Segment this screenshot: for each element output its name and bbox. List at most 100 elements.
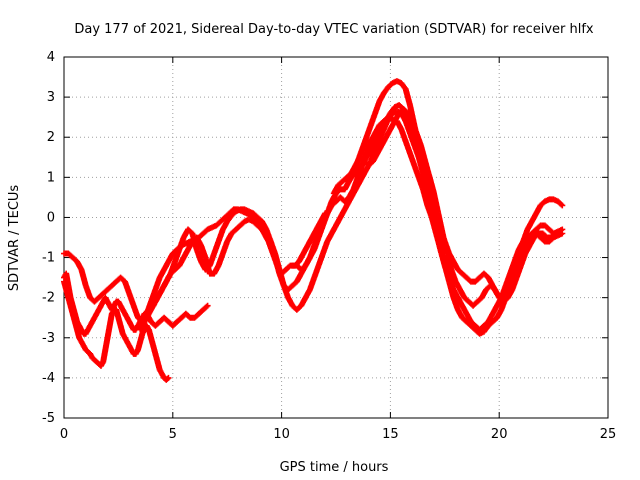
y-tick-label: -2 bbox=[42, 291, 55, 306]
interpolated-points bbox=[342, 195, 351, 204]
interpolated-points bbox=[336, 179, 345, 188]
interpolated-points bbox=[114, 275, 123, 284]
interpolated-points bbox=[124, 340, 132, 348]
series-arc-1 bbox=[61, 278, 172, 383]
interpolated-points bbox=[159, 372, 167, 380]
y-tick-label: 3 bbox=[47, 90, 55, 105]
interpolated-points bbox=[462, 295, 471, 304]
interpolated-points bbox=[393, 102, 401, 110]
interpolated-points bbox=[464, 319, 473, 328]
interpolated-points bbox=[192, 311, 201, 320]
interpolated-points bbox=[105, 283, 114, 292]
interpolated-points bbox=[471, 299, 480, 308]
interpolated-points bbox=[525, 231, 534, 240]
interpolated-points bbox=[210, 223, 218, 230]
interpolated-points bbox=[521, 235, 530, 244]
interpolated-points bbox=[164, 375, 171, 382]
series-arc-6 bbox=[289, 114, 566, 333]
interpolated-points bbox=[129, 348, 136, 356]
interpolated-points bbox=[170, 247, 180, 256]
interpolated-points bbox=[127, 320, 134, 328]
interpolated-points bbox=[362, 159, 371, 168]
interpolated-points bbox=[206, 225, 214, 232]
interpolated-points bbox=[146, 316, 154, 324]
interpolated-points bbox=[233, 223, 243, 232]
interpolated-points bbox=[290, 303, 299, 312]
interpolated-points bbox=[179, 311, 188, 320]
plot-frame bbox=[63, 56, 609, 419]
interpolated-points bbox=[122, 312, 130, 320]
y-tick-label: -1 bbox=[42, 251, 55, 266]
interpolated-points bbox=[103, 296, 110, 304]
interpolated-points bbox=[460, 271, 469, 280]
interpolated-points bbox=[366, 159, 375, 168]
interpolated-points bbox=[166, 319, 175, 328]
interpolated-points bbox=[87, 352, 95, 360]
interpolated-points bbox=[79, 340, 86, 348]
interpolated-points bbox=[129, 324, 136, 332]
x-tick-label: 20 bbox=[491, 427, 508, 442]
y-tick-label: -5 bbox=[42, 411, 55, 426]
interpolated-points bbox=[549, 231, 558, 240]
interpolated-points bbox=[353, 167, 362, 176]
interpolated-points bbox=[251, 211, 260, 220]
interpolated-points bbox=[79, 328, 86, 336]
interpolated-points bbox=[109, 279, 119, 288]
interpolated-points bbox=[124, 316, 132, 324]
interpolated-points bbox=[486, 319, 495, 328]
interpolated-points bbox=[538, 235, 547, 244]
interpolated-points bbox=[92, 312, 99, 320]
x-tick-label: 15 bbox=[382, 427, 399, 442]
interpolated-points bbox=[294, 263, 304, 272]
interpolated-points bbox=[460, 315, 469, 324]
interpolated-points bbox=[111, 300, 119, 308]
interpolated-points bbox=[218, 215, 227, 224]
interpolated-points bbox=[255, 215, 264, 224]
y-tick-label: 1 bbox=[47, 170, 55, 185]
series-arc-8 bbox=[330, 106, 437, 197]
interpolated-points bbox=[83, 328, 91, 336]
interpolated-points bbox=[214, 219, 223, 228]
interpolated-points bbox=[162, 315, 171, 324]
data-point bbox=[165, 374, 172, 381]
interpolated-points bbox=[247, 217, 255, 224]
chart-title: Day 177 of 2021, Sidereal Day-to-day VTE… bbox=[74, 22, 594, 37]
interpolated-points bbox=[94, 308, 102, 316]
interpolated-points bbox=[349, 171, 358, 180]
interpolated-points bbox=[197, 231, 206, 240]
interpolated-points bbox=[227, 207, 236, 216]
y-tick-label: -4 bbox=[42, 371, 55, 386]
interpolated-points bbox=[358, 155, 367, 164]
x-tick-label: 10 bbox=[273, 427, 290, 442]
interpolated-points bbox=[81, 344, 89, 352]
y-tick-label: 2 bbox=[47, 130, 55, 145]
series-arc-2 bbox=[61, 270, 211, 337]
interpolated-points bbox=[488, 283, 497, 292]
interpolated-points bbox=[299, 263, 308, 272]
interpolated-points bbox=[133, 324, 141, 332]
interpolated-points bbox=[243, 207, 251, 214]
interpolated-points bbox=[98, 360, 106, 368]
interpolated-points bbox=[127, 344, 134, 352]
interpolated-points bbox=[284, 263, 293, 272]
interpolated-points bbox=[149, 319, 158, 328]
interpolated-points bbox=[556, 199, 565, 208]
interpolated-points bbox=[532, 231, 541, 240]
interpolated-points bbox=[482, 271, 491, 280]
interpolated-points bbox=[118, 304, 126, 312]
interpolated-points bbox=[399, 81, 408, 91]
interpolated-points bbox=[478, 329, 486, 337]
interpolated-points bbox=[201, 303, 210, 312]
interpolated-points bbox=[109, 304, 117, 312]
interpolated-points bbox=[190, 235, 199, 244]
interpolated-points bbox=[183, 311, 193, 320]
interpolated-points bbox=[157, 368, 165, 376]
interpolated-points bbox=[153, 319, 162, 328]
interpolated-points bbox=[223, 211, 232, 220]
interpolated-points bbox=[170, 319, 180, 328]
interpolated-points bbox=[229, 209, 238, 218]
interpolated-points bbox=[377, 119, 386, 128]
axis-ticks: 0 5 10 15 20 25 -5 -4 -3 -2 -1 0 1 2 3 4 bbox=[42, 50, 616, 442]
interpolated-points bbox=[101, 287, 110, 296]
